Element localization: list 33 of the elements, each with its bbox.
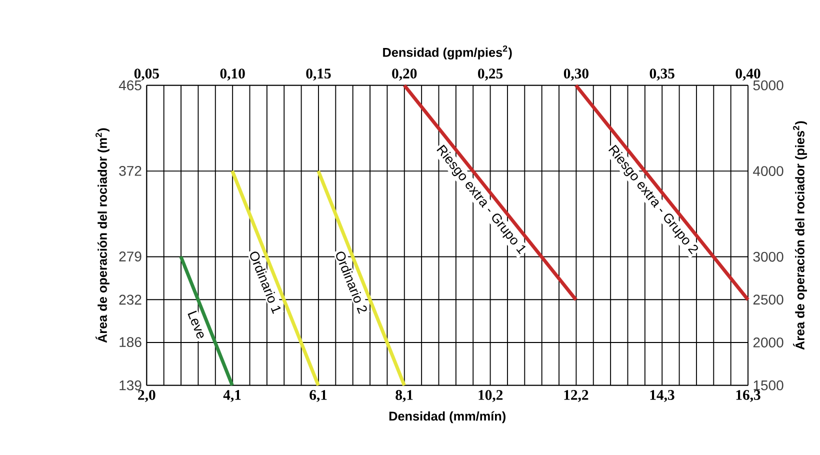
y2-tick-label: 5000 bbox=[753, 80, 784, 90]
x2-tick-label: 0,35 bbox=[650, 68, 674, 81]
x2-tick-label: 0,40 bbox=[736, 68, 760, 81]
x-axis-title: Densidad (mm/mín) bbox=[389, 411, 506, 424]
y-tick-label: 186 bbox=[120, 337, 142, 348]
x-tick-label: 8,1 bbox=[396, 390, 413, 402]
x2-tick-label: 0,30 bbox=[564, 68, 588, 81]
y2-tick-label: 1500 bbox=[754, 380, 784, 390]
x-tick-label: 2,0 bbox=[138, 390, 156, 402]
y2-tick-label: 4000 bbox=[753, 166, 784, 176]
x2-axis-title: Densidad (gpm/pies$^{2}$) bbox=[383, 46, 512, 60]
x-tick-label: 10,2 bbox=[478, 390, 503, 402]
x-tick-label: 16,3 bbox=[736, 390, 760, 402]
y2-tick-label: 3000 bbox=[753, 252, 784, 262]
y-tick-label: 139 bbox=[120, 380, 142, 390]
x-tick-label: 6,1 bbox=[310, 390, 327, 402]
y-axis-title: Área de operación del rociador (m$^{2}$) bbox=[96, 128, 110, 343]
x-tick-label: 4,1 bbox=[223, 390, 241, 402]
x2-tick-label: 0,15 bbox=[306, 68, 331, 81]
y2-tick-label: 2000 bbox=[753, 338, 784, 348]
x2-tick-label: 0,10 bbox=[220, 68, 245, 81]
x2-tick-label: 0,05 bbox=[134, 68, 159, 81]
x2-tick-label: 0,20 bbox=[392, 68, 417, 81]
x-tick-label: 12,2 bbox=[564, 390, 588, 402]
y-tick-label: 279 bbox=[119, 252, 142, 262]
y2-axis-title: Área de operación del rociador (pies$^{2}$) bbox=[793, 121, 807, 350]
y-tick-label: 232 bbox=[119, 294, 142, 305]
y-tick-label: 372 bbox=[119, 166, 142, 176]
y-tick-label: 465 bbox=[118, 80, 142, 90]
x2-tick-label: 0,25 bbox=[478, 68, 503, 81]
text: Leve bbox=[188, 310, 204, 339]
y2-tick-label: 2500 bbox=[753, 294, 784, 305]
x-tick-label: 14,3 bbox=[650, 390, 674, 402]
